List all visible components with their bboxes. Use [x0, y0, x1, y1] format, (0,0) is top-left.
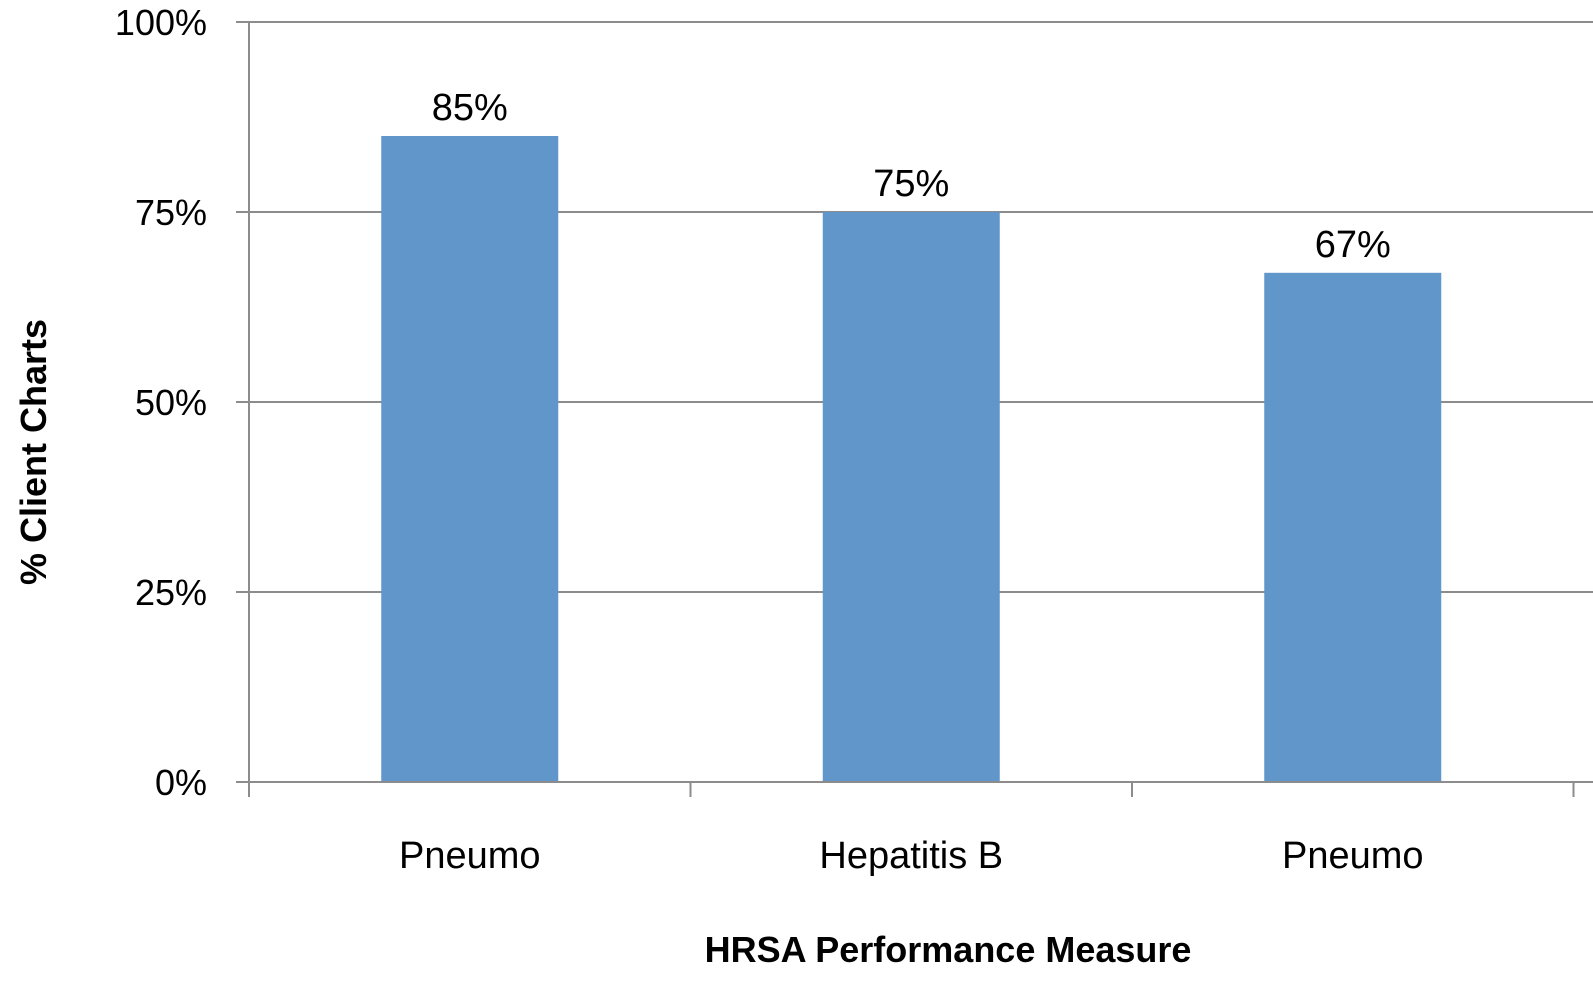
y-axis-title: % Client Charts	[13, 319, 54, 585]
axes	[236, 21, 1593, 797]
x-axis-title: HRSA Performance Measure	[705, 929, 1192, 970]
y-tick-label: 0%	[155, 762, 207, 803]
y-tick-label: 75%	[135, 192, 207, 233]
x-tick-label: Pneumo	[399, 835, 541, 877]
y-tick-label: 50%	[135, 382, 207, 423]
bars	[381, 136, 1442, 782]
y-tick-label: 100%	[115, 2, 207, 43]
data-label: 75%	[873, 163, 949, 205]
bar	[1264, 272, 1442, 782]
y-tick-label: 25%	[135, 572, 207, 613]
bar	[822, 212, 1000, 782]
data-label: 67%	[1315, 224, 1391, 266]
x-tick-label: Pneumo	[1282, 835, 1424, 877]
data-label: 85%	[432, 87, 508, 129]
x-tick-label: Hepatitis B	[819, 835, 1003, 877]
bar	[381, 136, 559, 782]
labels: 0% 25% 50% 75% 100% 85% Pneumo 75% Hepatitis B 67…	[115, 2, 1424, 877]
